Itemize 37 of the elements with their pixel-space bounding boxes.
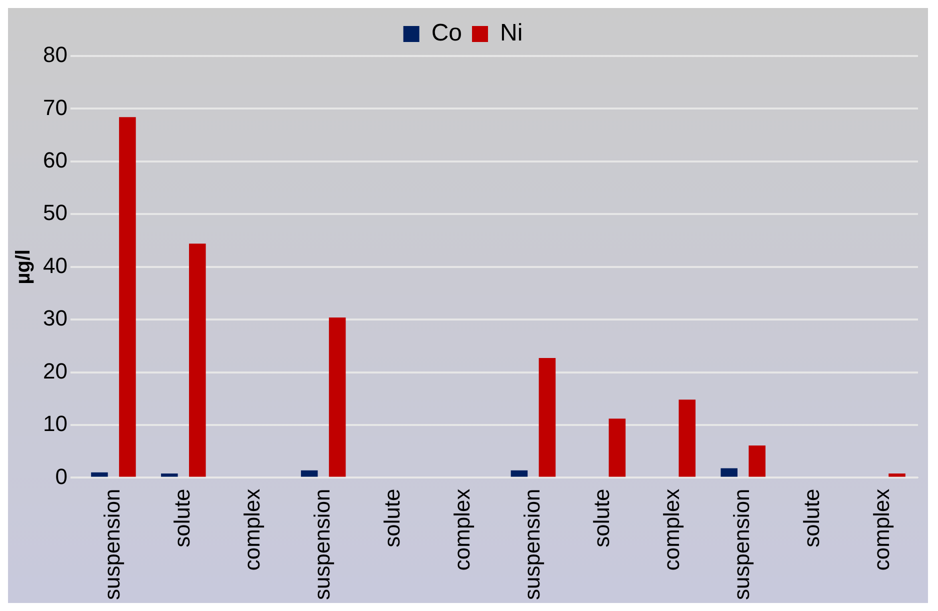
x-tick-label: solute: [379, 488, 404, 548]
x-tick-label: complex: [659, 488, 684, 571]
x-tick-label: solute: [799, 488, 824, 548]
x-tick-label: complex: [239, 488, 264, 571]
y-tick-label: 80: [42, 42, 68, 68]
bar: [328, 317, 346, 477]
y-tick-label: 50: [42, 200, 68, 226]
x-tick-label: suspension: [519, 488, 544, 600]
legend-label: Co: [431, 20, 462, 47]
x-tick-label: solute: [169, 488, 194, 548]
x-tick-label: suspension: [729, 488, 754, 600]
bar: [888, 473, 906, 477]
bar: [608, 418, 626, 477]
bar: [189, 244, 206, 477]
y-tick-label: 40: [42, 252, 68, 278]
y-tick-label: 70: [42, 94, 68, 120]
x-tick-label: solute: [589, 488, 614, 548]
y-axis-title: µg/l: [12, 249, 35, 284]
legend-label: Ni: [500, 20, 523, 47]
bar: [119, 117, 136, 477]
bar: [748, 446, 766, 477]
y-tick-label: 30: [42, 306, 68, 331]
bar: [91, 472, 108, 477]
bar: [510, 470, 528, 477]
y-tick-label: 20: [42, 358, 68, 384]
bar: [161, 473, 178, 477]
bar: [678, 400, 696, 477]
y-tick-label: 10: [42, 411, 68, 436]
x-tick-label: suspension: [309, 488, 334, 600]
y-tick-label: 0: [55, 464, 68, 489]
bar: [720, 468, 738, 477]
x-tick-label: complex: [449, 488, 474, 571]
bar: [538, 358, 556, 477]
bar: [300, 470, 318, 477]
x-tick-label: suspension: [100, 488, 125, 600]
x-tick-label: complex: [869, 488, 894, 571]
y-tick-label: 60: [42, 147, 68, 172]
